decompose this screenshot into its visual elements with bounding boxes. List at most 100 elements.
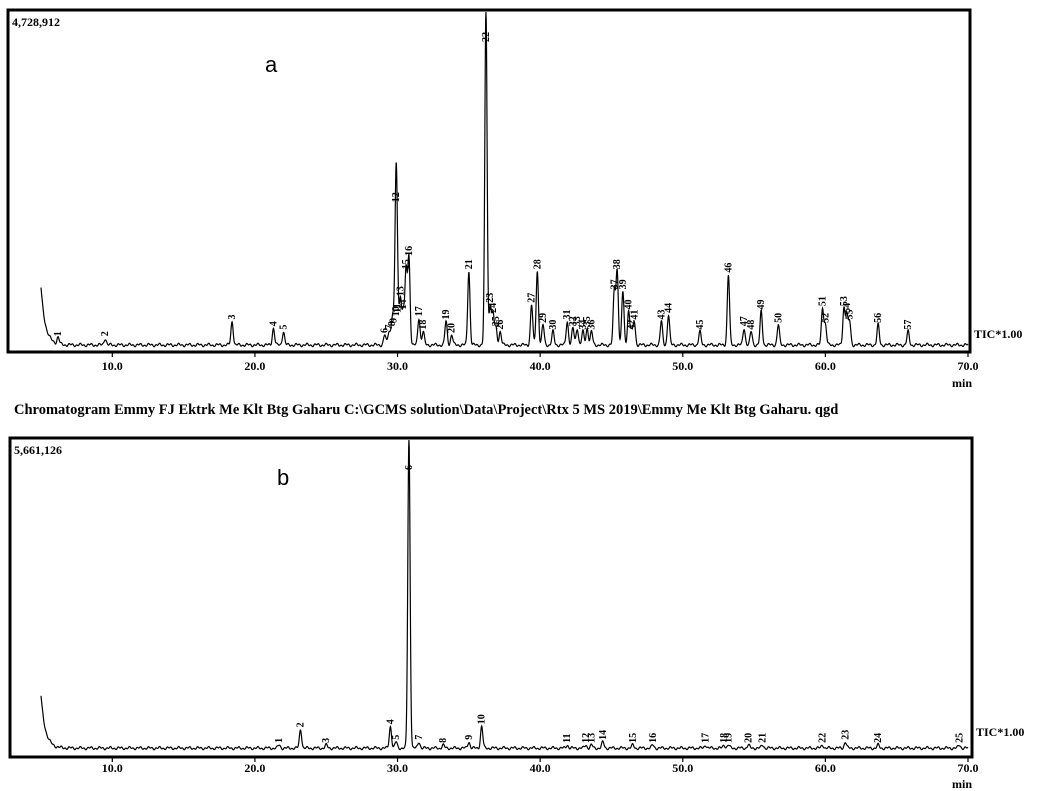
peak-label: 19 (723, 733, 734, 743)
chromatogram-caption: Chromatogram Emmy FJ Ektrk Me Klt Btg Ga… (14, 402, 839, 418)
x-tick-label: 40.0 (530, 761, 551, 775)
peak-label: 6 (380, 328, 391, 333)
peak-label: 52 (820, 313, 831, 323)
peak-label: 11 (562, 733, 573, 742)
peak-label: 23 (840, 730, 851, 740)
peak-label: 44 (664, 303, 675, 313)
peak-label: 2 (296, 722, 307, 727)
x-tick-label: 50.0 (672, 761, 693, 775)
peak-label: 26 (495, 320, 506, 330)
peak-label: 6 (404, 465, 415, 470)
peak-label: 56 (873, 313, 884, 323)
peak-label: 21 (464, 259, 475, 269)
tic-trace-a (40, 11, 969, 348)
x-tick-label: 60.0 (815, 761, 836, 775)
peak-label: 1 (274, 738, 285, 743)
peak-label: 9 (388, 318, 399, 323)
peak-label: 54 (842, 303, 853, 313)
peak-label: 34 (578, 320, 589, 330)
peak-label: 17 (414, 306, 425, 316)
peak-label: 14 (398, 300, 409, 310)
peak-label: 37 (609, 279, 620, 289)
peak-label: 38 (612, 259, 623, 269)
x-tick-label: 10.0 (102, 761, 123, 775)
trace-label: TIC*1.00 (974, 327, 1022, 341)
x-tick-label: 50.0 (672, 359, 693, 373)
peak-label: 3 (321, 738, 332, 743)
peak-label: 35 (582, 316, 593, 326)
trace-label: TIC*1.00 (976, 725, 1024, 739)
peak-label: 20 (743, 733, 754, 743)
peak-label: 48 (746, 320, 757, 330)
plot-frame-a (6, 8, 972, 354)
x-tick-label: 10.0 (102, 359, 123, 373)
peak-label: 17 (701, 733, 712, 743)
peak-label: 10 (391, 306, 402, 316)
x-tick-label: 70.0 (958, 359, 979, 373)
peak-label: 32 (568, 316, 579, 326)
peak-label: 24 (873, 733, 884, 743)
peak-label: 22 (818, 733, 829, 743)
peak-label: 11 (393, 303, 404, 312)
peak-label: 55 (845, 310, 856, 320)
peak-label: 53 (839, 296, 850, 306)
peak-label: 18 (719, 733, 730, 743)
peak-label: 40 (624, 300, 635, 310)
peak-label: 1 (53, 331, 64, 336)
peak-label: 28 (532, 259, 543, 269)
x-tick-label: 30.0 (387, 359, 408, 373)
peak-label: 27 (527, 293, 538, 303)
peak-label: 12 (581, 733, 592, 743)
max-intensity-label: 5,661,126 (14, 443, 62, 457)
peak-label: 7 (384, 325, 395, 330)
peak-label: 50 (773, 313, 784, 323)
peak-label: 41 (629, 310, 640, 320)
peak-label: 57 (903, 320, 914, 330)
peak-label: 22 (481, 32, 492, 42)
peak-label: 7 (414, 735, 425, 740)
peak-label: 5 (391, 735, 402, 740)
peak-label: 51 (818, 296, 829, 306)
x-axis-label: min (952, 777, 972, 791)
peak-label: 24 (488, 303, 499, 313)
x-axis-label: min (952, 376, 972, 390)
peak-label: 29 (538, 313, 549, 323)
peak-label: 15 (628, 733, 639, 743)
x-tick-label: 20.0 (244, 761, 265, 775)
peak-label: 4 (385, 719, 396, 724)
peak-label: 25 (954, 733, 965, 743)
peak-label: 31 (562, 310, 573, 320)
peak-label: 30 (548, 320, 559, 330)
peak-label: 12 (391, 192, 402, 202)
panel-label-b: b (277, 465, 289, 490)
max-intensity-label: 4,728,912 (12, 15, 60, 29)
peak-label: 33 (572, 316, 583, 326)
peak-label: 8 (387, 321, 398, 326)
peak-label: 13 (586, 733, 597, 743)
peak-label: 42 (626, 320, 637, 330)
peak-label: 46 (723, 263, 734, 273)
peak-label: 2 (100, 331, 111, 336)
peak-label: 18 (418, 320, 429, 330)
peak-label: 9 (464, 735, 475, 740)
peak-label: 45 (695, 320, 706, 330)
peak-label: 4 (268, 321, 279, 326)
peak-label: 16 (404, 246, 415, 256)
peak-label: 3 (227, 315, 238, 320)
peak-label: 23 (485, 293, 496, 303)
panel-label-a: a (265, 52, 278, 77)
plot-frame-b (8, 436, 974, 759)
peak-label: 5 (278, 325, 289, 330)
peak-label: 36 (586, 320, 597, 330)
peak-label: 43 (656, 310, 667, 320)
peak-label: 20 (447, 323, 458, 333)
tic-trace-b (40, 439, 969, 751)
peak-label: 19 (441, 310, 452, 320)
peak-label: 14 (598, 730, 609, 740)
peak-label: 25 (491, 316, 502, 326)
peak-label: 16 (648, 733, 659, 743)
x-tick-label: 60.0 (815, 359, 836, 373)
x-tick-label: 40.0 (530, 359, 551, 373)
peak-label: 49 (756, 300, 767, 310)
